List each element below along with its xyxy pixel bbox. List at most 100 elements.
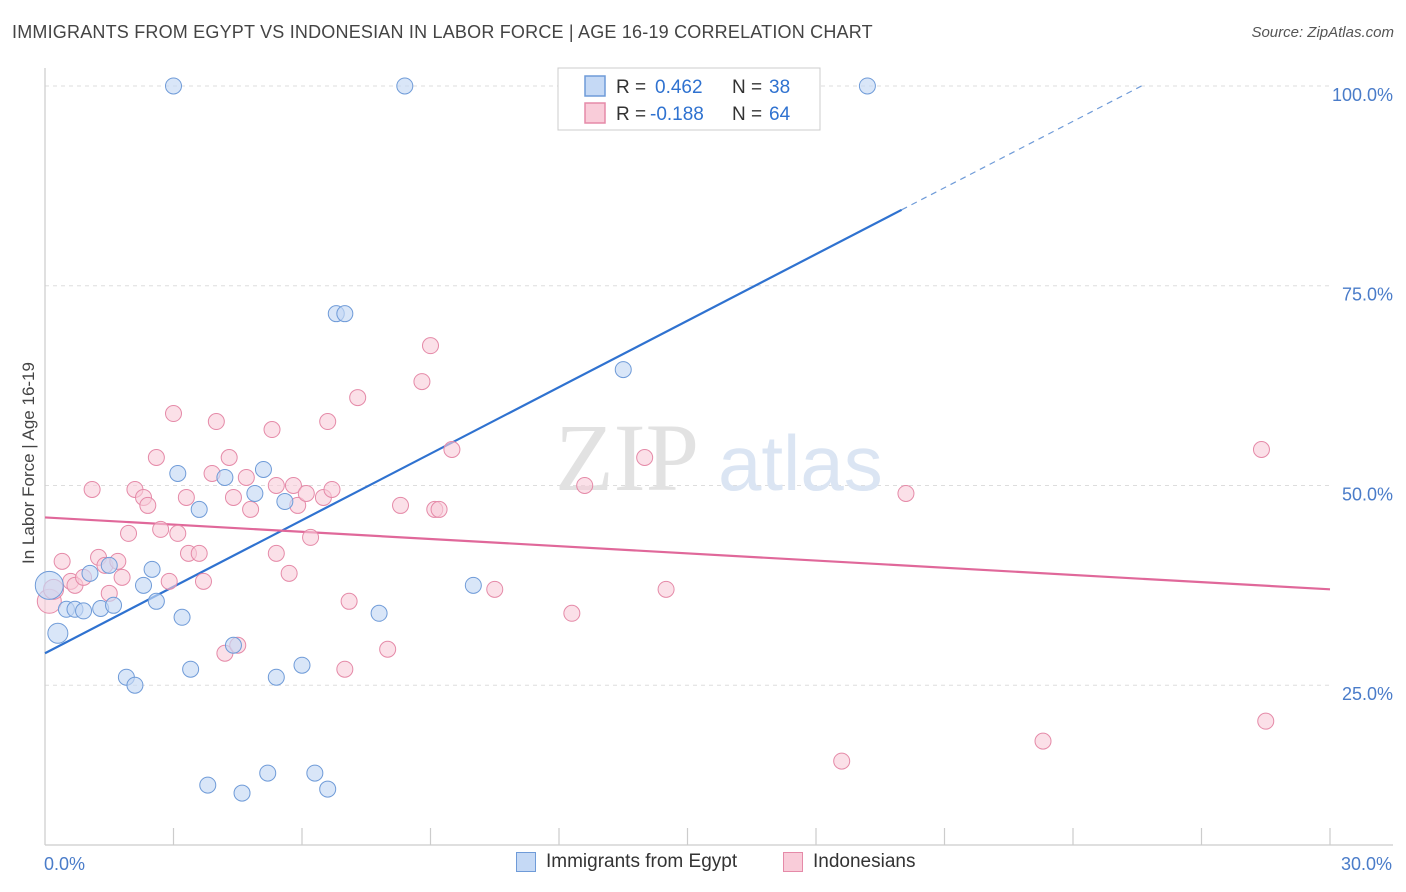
x-tick-label: 0.0% xyxy=(44,854,85,874)
point-indonesians xyxy=(113,568,131,586)
point-egypt xyxy=(135,576,153,594)
legend-pink-n-label: N = xyxy=(732,104,762,125)
point-egypt xyxy=(147,592,165,610)
point-egypt xyxy=(165,77,182,95)
point-egypt xyxy=(216,468,234,486)
point-indonesians xyxy=(165,405,182,423)
point-indonesians xyxy=(413,373,431,391)
legend-bottom: Immigrants from Egypt Indonesians xyxy=(0,851,1406,877)
point-egypt xyxy=(306,764,324,782)
point-indonesians xyxy=(220,448,238,466)
point-egypt xyxy=(267,668,285,686)
legend-pink-swatch xyxy=(584,102,606,124)
x-tick-label: 30.0% xyxy=(1341,854,1392,874)
point-indonesians xyxy=(1257,712,1275,730)
point-indonesians xyxy=(576,476,594,494)
point-indonesians xyxy=(280,564,298,582)
legend-blue-n-label: N = xyxy=(732,77,762,98)
trend-line-egypt xyxy=(44,208,903,655)
point-indonesians xyxy=(139,496,157,514)
legend-item-egypt[interactable]: Immigrants from Egypt xyxy=(516,851,737,873)
point-egypt xyxy=(276,492,294,510)
point-egypt xyxy=(246,484,264,502)
point-egypt xyxy=(293,656,311,674)
point-indonesians xyxy=(833,752,851,770)
legend-pink-n-value: 64 xyxy=(769,104,791,125)
legend-blue-n-value: 38 xyxy=(769,77,790,98)
point-egypt xyxy=(169,464,187,482)
chart-title: IMMIGRANTS FROM EGYPT VS INDONESIAN IN L… xyxy=(12,22,873,42)
point-egypt xyxy=(199,776,217,794)
point-egypt xyxy=(254,460,272,478)
point-indonesians xyxy=(194,572,212,590)
point-egypt xyxy=(259,764,277,782)
point-indonesians xyxy=(636,448,654,466)
point-indonesians xyxy=(53,552,71,570)
legend-swatch-indonesians xyxy=(783,852,803,872)
point-indonesians xyxy=(267,476,285,494)
point-egypt xyxy=(224,636,242,654)
y-tick-label: 75.0% xyxy=(1342,285,1393,305)
data-points xyxy=(34,77,1275,802)
point-egypt xyxy=(370,604,388,622)
point-indonesians xyxy=(443,441,461,459)
axes xyxy=(44,68,1393,846)
point-indonesians xyxy=(207,413,225,431)
point-egypt xyxy=(233,784,251,802)
legend-blue-r-value: 0.462 xyxy=(655,77,703,98)
legend-top: R = 0.462 N = 38 R = -0.188 N = 64 xyxy=(557,67,821,131)
point-indonesians xyxy=(422,337,439,355)
point-egypt xyxy=(182,660,200,678)
point-egypt xyxy=(396,77,414,95)
point-indonesians xyxy=(319,413,337,431)
point-indonesians xyxy=(379,640,397,658)
point-indonesians xyxy=(147,448,165,466)
point-indonesians xyxy=(160,572,178,590)
point-indonesians xyxy=(297,484,315,502)
point-egypt xyxy=(75,602,93,620)
point-egypt xyxy=(100,556,118,574)
legend-pink-r-value: -0.188 xyxy=(650,104,704,125)
watermark-zip: ZIP xyxy=(555,404,699,511)
point-egypt xyxy=(47,622,69,644)
point-indonesians xyxy=(349,389,367,407)
point-indonesians xyxy=(169,524,187,542)
point-egypt xyxy=(464,576,482,594)
point-indonesians xyxy=(237,468,255,486)
point-egypt xyxy=(105,596,123,614)
watermark: ZIP atlas xyxy=(555,404,883,511)
point-indonesians xyxy=(563,604,581,622)
point-indonesians xyxy=(897,484,915,502)
point-indonesians xyxy=(242,500,260,518)
legend-swatch-egypt xyxy=(516,852,536,872)
trend-line-egypt-extension xyxy=(901,85,1142,211)
point-indonesians xyxy=(657,580,675,598)
source-label: Source: ZipAtlas.com xyxy=(1251,24,1394,41)
point-indonesians xyxy=(340,592,358,610)
legend-label-egypt: Immigrants from Egypt xyxy=(546,851,738,872)
point-indonesians xyxy=(1034,732,1052,750)
point-egypt xyxy=(143,560,161,578)
point-indonesians xyxy=(302,528,320,546)
legend-blue-swatch xyxy=(584,75,606,97)
point-indonesians xyxy=(267,544,285,562)
point-indonesians xyxy=(83,480,101,498)
point-indonesians xyxy=(336,660,354,678)
point-indonesians xyxy=(152,520,170,538)
legend-item-indonesians[interactable]: Indonesians xyxy=(783,851,915,873)
legend-blue-r-label: R = xyxy=(616,77,646,98)
y-tick-label: 50.0% xyxy=(1342,484,1393,504)
point-egypt xyxy=(336,305,354,323)
point-indonesians xyxy=(177,488,195,506)
y-tick-label: 100.0% xyxy=(1332,85,1393,105)
point-indonesians xyxy=(120,524,138,542)
point-indonesians xyxy=(323,480,341,498)
point-egypt xyxy=(319,780,337,798)
y-axis-label: In Labor Force | Age 16-19 xyxy=(19,362,38,564)
point-indonesians xyxy=(263,421,281,439)
point-indonesians xyxy=(392,496,410,514)
point-indonesians xyxy=(430,500,448,518)
trend-lines xyxy=(44,85,1331,655)
point-egypt xyxy=(173,608,191,626)
